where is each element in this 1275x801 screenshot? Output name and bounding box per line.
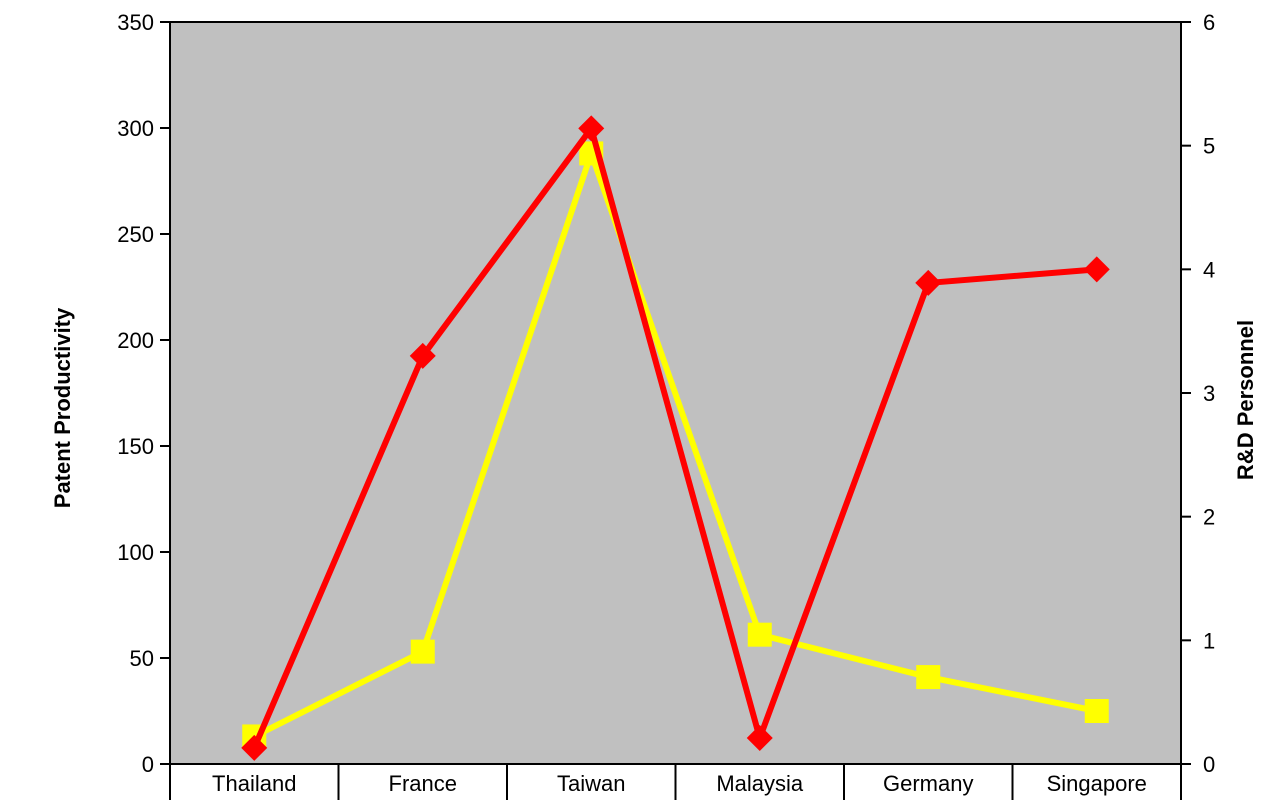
left-tick-label: 300	[117, 116, 154, 141]
category-label: Thailand	[212, 771, 296, 796]
series-2-point	[1083, 256, 1110, 283]
series-2-point	[241, 734, 268, 761]
category-label: Germany	[883, 771, 973, 796]
y2-axis-title: R&D Personnel	[1233, 320, 1258, 480]
series-1-line	[252, 150, 1098, 740]
series-1-point	[916, 665, 941, 690]
category-label: Malaysia	[716, 771, 804, 796]
right-tick-label: 2	[1203, 505, 1215, 530]
category-label: Taiwan	[557, 771, 625, 796]
series-1-point	[410, 639, 435, 664]
left-tick-label: 250	[117, 222, 154, 247]
right-tick-label: 3	[1203, 381, 1215, 406]
left-tick-label: 0	[142, 752, 154, 777]
left-tick-label: 50	[130, 646, 154, 671]
category-label: France	[389, 771, 457, 796]
category-label: Singapore	[1047, 771, 1147, 796]
left-tick-label: 200	[117, 328, 154, 353]
right-tick-label: 4	[1203, 257, 1215, 282]
series-2-line	[251, 125, 1097, 750]
series-1-point	[1084, 699, 1109, 723]
left-axis: 0 50 100 150 200 250 300 350	[117, 10, 170, 777]
right-tick-label: 1	[1203, 628, 1215, 653]
right-axis: 0 1 2 3 4 5 6	[1181, 10, 1215, 777]
left-tick-label: 100	[117, 540, 154, 565]
category-axis: Thailand France Taiwan Malaysia Germany Singa…	[169, 763, 1182, 800]
left-tick-label: 150	[117, 434, 154, 459]
series-2-point	[409, 342, 436, 369]
right-tick-label: 5	[1203, 134, 1215, 159]
right-tick-label: 6	[1203, 10, 1215, 35]
right-tick-label: 0	[1203, 752, 1215, 777]
series-layer	[241, 115, 1110, 761]
series-1-point	[747, 622, 772, 647]
series-2-point	[578, 115, 605, 142]
left-tick-label: 350	[117, 10, 154, 35]
series-2-point	[746, 725, 773, 752]
series-2-point	[915, 269, 942, 296]
y-axis-title: Patent Productivity	[50, 307, 75, 508]
